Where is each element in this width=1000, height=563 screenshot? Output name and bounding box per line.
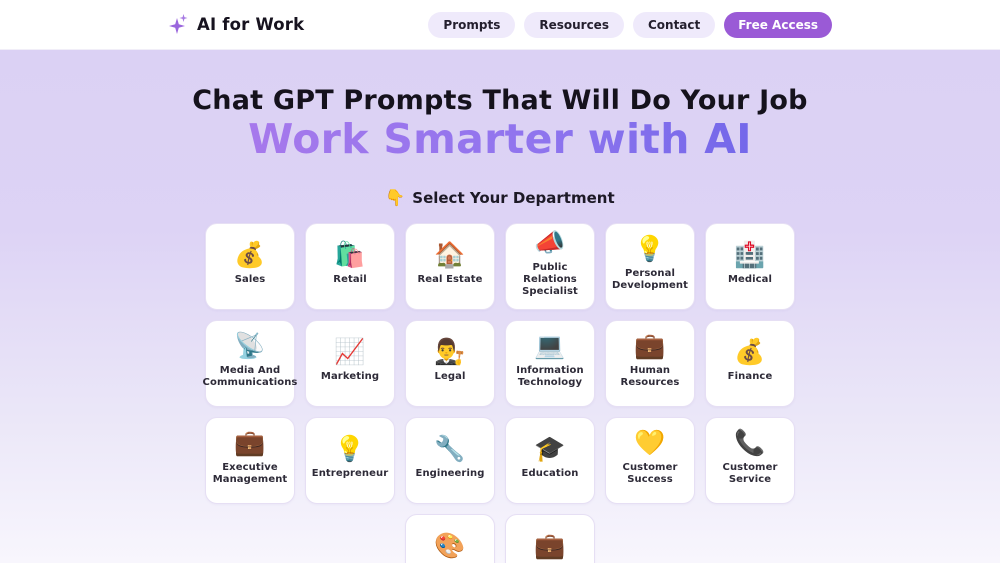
department-card-label: Real Estate bbox=[417, 274, 483, 285]
department-card[interactable]: 💡 Entrepreneur bbox=[305, 417, 395, 504]
department-card[interactable]: 💛 Customer Success bbox=[605, 417, 695, 504]
money-bag-icon: 💰 bbox=[734, 337, 766, 366]
header: AI for Work Prompts Resources Contact Fr… bbox=[0, 0, 1000, 50]
department-card[interactable]: 💰 Sales bbox=[205, 223, 295, 310]
shopping-bags-icon: 🛍️ bbox=[334, 240, 366, 269]
laptop-icon: 💻 bbox=[534, 331, 566, 360]
department-card[interactable]: 💡 Personal Development bbox=[605, 223, 695, 310]
department-card-label: Personal Development bbox=[611, 268, 689, 291]
department-card[interactable]: 🏥 Medical bbox=[705, 223, 795, 310]
department-card[interactable]: 📈 Marketing bbox=[305, 320, 395, 407]
nav-item-resources[interactable]: Resources bbox=[524, 11, 624, 38]
header-inner: AI for Work Prompts Resources Contact Fr… bbox=[168, 11, 832, 38]
department-card-label: Customer Service bbox=[722, 462, 778, 485]
hospital-icon: 🏥 bbox=[734, 240, 766, 269]
logo-text: AI for Work bbox=[197, 15, 305, 34]
briefcase-icon: 💼 bbox=[634, 331, 666, 360]
chart-increasing-icon: 📈 bbox=[334, 337, 366, 366]
select-department-label: Select Your Department bbox=[412, 188, 615, 207]
department-card[interactable]: 🔧 Engineering bbox=[405, 417, 495, 504]
page-title: Chat GPT Prompts That Will Do Your Job bbox=[192, 85, 808, 116]
department-card[interactable]: 🎓 Education bbox=[505, 417, 595, 504]
money-bag-icon: 💰 bbox=[234, 240, 266, 269]
briefcase-icon: 💼 bbox=[534, 531, 566, 560]
judge-icon: 👨‍⚖️ bbox=[434, 337, 466, 366]
department-card-label: Marketing bbox=[320, 371, 380, 382]
department-grid: 💰 Sales 🛍️ Retail 🏠 Real Estate 📣 Public… bbox=[200, 223, 800, 563]
nav: Prompts Resources Contact Free Access bbox=[428, 11, 832, 38]
department-card[interactable]: 🛍️ Retail bbox=[305, 223, 395, 310]
department-card-label: Education bbox=[521, 468, 579, 479]
department-card[interactable]: 💰 Finance bbox=[705, 320, 795, 407]
sparkles-icon bbox=[168, 13, 190, 37]
nav-item-prompts[interactable]: Prompts bbox=[428, 11, 516, 38]
select-department-prompt: 👇 Select Your Department bbox=[0, 188, 1000, 207]
graduation-cap-icon: 🎓 bbox=[534, 434, 566, 463]
yellow-heart-icon: 💛 bbox=[634, 428, 666, 457]
megaphone-icon: 📣 bbox=[534, 228, 566, 257]
department-card-label: Executive Management bbox=[212, 462, 288, 485]
department-card[interactable]: 👨‍⚖️ Legal bbox=[405, 320, 495, 407]
department-card-label: Information Technology bbox=[516, 365, 584, 388]
department-card-label: Customer Success bbox=[622, 462, 678, 485]
department-card[interactable]: 💼 Executive Management bbox=[205, 417, 295, 504]
department-card[interactable]: 📡 Media And Communications bbox=[202, 320, 298, 407]
department-card-label: Legal bbox=[434, 371, 466, 382]
department-card[interactable]: 📣 Public Relations Specialist bbox=[505, 223, 595, 310]
wrench-icon: 🔧 bbox=[434, 434, 466, 463]
nav-item-contact[interactable]: Contact bbox=[632, 11, 716, 38]
department-card-label: Public Relations Specialist bbox=[522, 262, 578, 297]
pointing-down-icon: 👇 bbox=[385, 188, 406, 207]
free-access-button[interactable]: Free Access bbox=[724, 11, 832, 38]
house-icon: 🏠 bbox=[434, 240, 466, 269]
satellite-antenna-icon: 📡 bbox=[234, 331, 266, 360]
department-card-label: Finance bbox=[727, 371, 773, 382]
department-card-label: Media And Communications bbox=[202, 365, 298, 388]
artist-palette-icon: 🎨 bbox=[434, 531, 466, 560]
department-card[interactable]: 📞 Customer Service bbox=[705, 417, 795, 504]
department-card[interactable]: 💼 Administrative bbox=[505, 514, 595, 563]
briefcase-icon: 💼 bbox=[234, 428, 266, 457]
logo[interactable]: AI for Work bbox=[168, 13, 304, 37]
department-card[interactable]: 🏠 Real Estate bbox=[405, 223, 495, 310]
department-card-label: Entrepreneur bbox=[311, 468, 389, 479]
main-section: Chat GPT Prompts That Will Do Your Job W… bbox=[0, 50, 1000, 563]
department-card[interactable]: 💻 Information Technology bbox=[505, 320, 595, 407]
department-card[interactable]: 🎨 Creative bbox=[405, 514, 495, 563]
department-card-label: Engineering bbox=[415, 468, 485, 479]
telephone-receiver-icon: 📞 bbox=[734, 428, 766, 457]
department-card-label: Medical bbox=[727, 274, 773, 285]
light-bulb-icon: 💡 bbox=[634, 234, 666, 263]
light-bulb-icon: 💡 bbox=[334, 434, 366, 463]
department-card-label: Human Resources bbox=[620, 365, 680, 388]
page-subtitle: Work Smarter with AI bbox=[0, 116, 1000, 162]
department-card[interactable]: 💼 Human Resources bbox=[605, 320, 695, 407]
department-card-label: Retail bbox=[333, 274, 367, 285]
department-card-label: Sales bbox=[234, 274, 266, 285]
